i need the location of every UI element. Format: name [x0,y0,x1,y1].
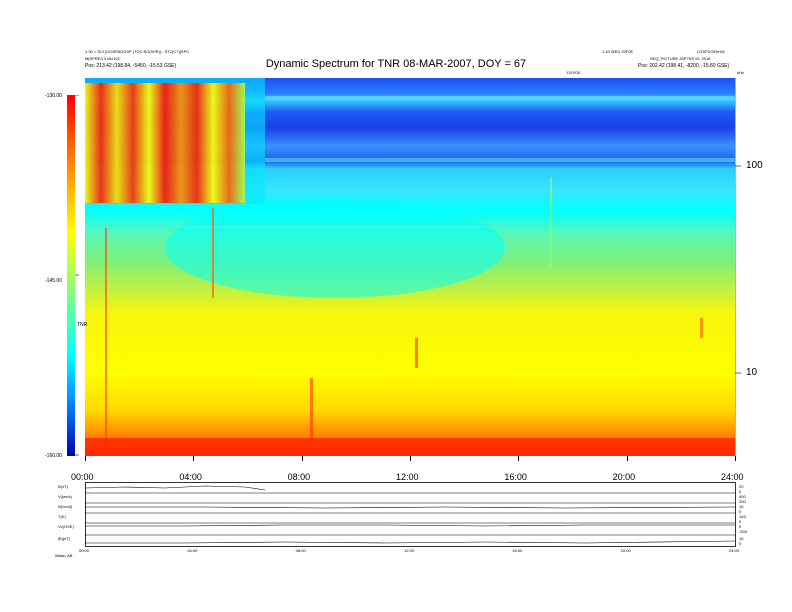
x-tick-label: 00:00 [71,472,94,482]
y-unit: kHz [737,70,744,75]
panel-right-tick: 20 [739,484,744,489]
panel-x-tick-label: 04:00 [187,548,198,553]
header-right-line3: SEQ_PICTURE 30P7N3 10, 2016 [650,56,711,61]
x-tick-label: 04:00 [179,472,202,482]
header-left-line2: M[SPRE3.3 s9x10C [85,56,121,61]
x-tick-mark [735,456,736,461]
panel-x-tick-label: 16:00 [512,548,523,553]
panel-right-tick: 1e5 [739,514,746,519]
header-right-line1: 1.10 WED 20F0E [602,49,634,54]
chart-title: Dynamic Spectrum for TNR 08-MAR-2007, DO… [265,58,527,70]
panel-x-tick-label: 24:00 [729,548,740,553]
panel-right-tick: 10 [739,536,744,541]
panel-x-tick-label: 12:00 [404,548,415,553]
panel-label: |B|(nT) [58,536,71,541]
colorbar-tick-max: -130.00 [45,93,62,99]
panel-footer-label: Wake, AB [55,553,73,558]
x-tick-mark [518,456,519,461]
x-tick-label: 08:00 [287,472,311,482]
panel-right-tick: 400 [739,494,746,499]
y-tick-10: 10 [746,367,758,378]
x-tick-mark [301,456,303,461]
colorbar-tick-mid: -145.00 [45,278,62,284]
panel-right-tick: 0 [739,524,742,529]
colorbar-tick-min: -160.00 [45,453,62,459]
panel-label: V(km/s) [58,494,72,499]
x-tick-label: 24:00 [721,472,744,482]
panel-label: Vx(GSE) [58,524,74,529]
x-tick-mark [626,456,628,461]
panel-x-tick-label: 08:00 [295,548,306,553]
panel-x-tick-label: 00:00 [79,548,90,553]
panel-right-tick: 200 [739,499,746,504]
header-left-line3: Pos: 213.42 (198.84, -5450, -15.53 GSE) [85,63,177,69]
x-tick-mark [85,456,86,461]
x-tick-mark [410,456,411,461]
header-right-line2: LOSFDOEhn01 [697,49,726,54]
panel-right-tick: 0 [739,509,742,514]
panel-right-tick: -500 [739,529,748,534]
header-mid-label: DSYDE [567,70,581,75]
x-tick-label: 16:00 [504,472,527,482]
solar-wind-panels [85,482,736,547]
y-axis-ticks [735,78,741,456]
panel-label: N(/cm3) [58,504,73,509]
y-tick-100: 100 [746,160,763,171]
header-right-line4: Pos: 202.42 (198.41, -8200, -15.60 GSE) [638,63,730,69]
colorbar [67,95,75,456]
panel-right-tick: 10 [739,504,744,509]
panel-label: T(K) [58,514,66,519]
x-tick-label: 20:00 [612,472,636,482]
panel-x-tick-label: 20:00 [620,548,631,553]
colorbar-label: TNR [77,322,88,328]
panel-right-tick: 0 [739,519,742,524]
dynamic-spectrum-heatmap [85,78,735,456]
panel-right-tick: 0 [739,489,742,494]
panel-right-tick: 0 [739,541,742,546]
panel-label: B(nT) [58,484,68,489]
x-tick-mark [193,456,194,461]
colorbar-ticks [75,95,79,456]
header-left-line1: 1:30 = SCI [OOSPAOGSP (TOC:SO(S9R)) - ST… [85,49,190,54]
x-tick-label: 12:00 [396,472,419,482]
